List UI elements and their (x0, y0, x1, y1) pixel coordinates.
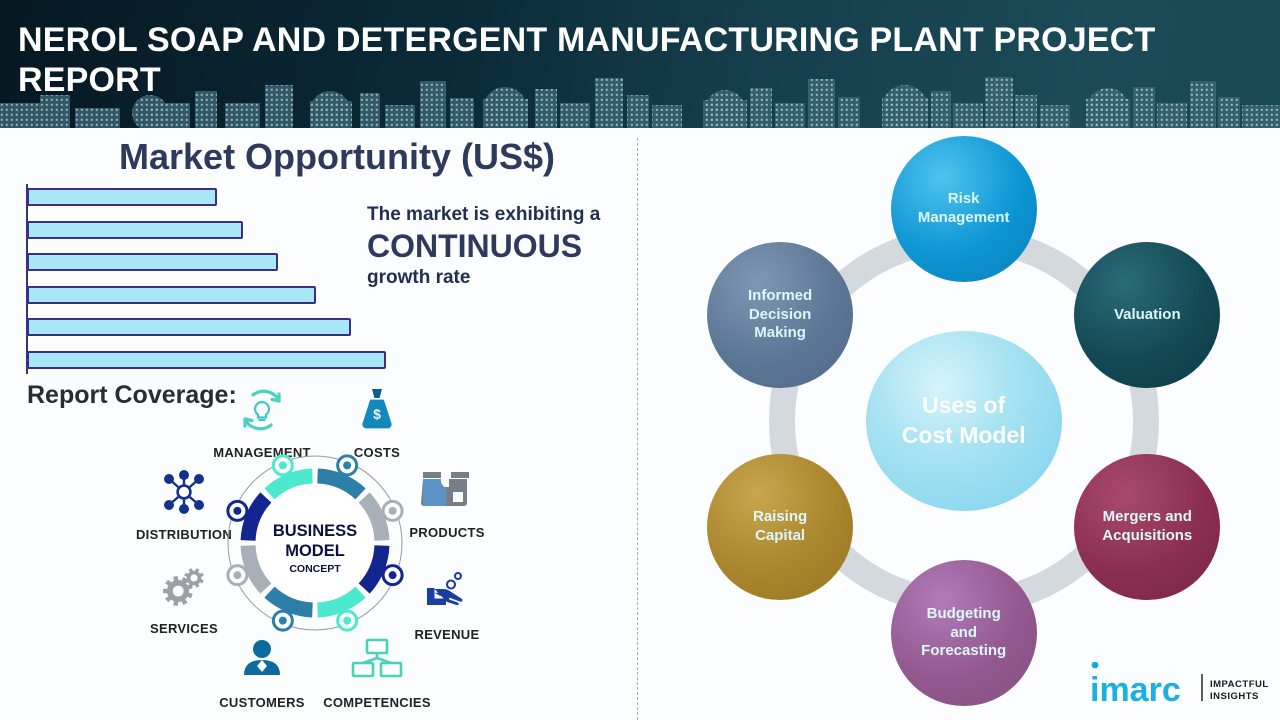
svg-text:MODEL: MODEL (285, 542, 345, 560)
svg-text:INSIGHTS: INSIGHTS (1210, 691, 1259, 702)
svg-text:IMPACTFUL: IMPACTFUL (1210, 679, 1269, 690)
svg-text:BUSINESS: BUSINESS (273, 522, 357, 540)
svg-text:$: $ (373, 406, 381, 422)
svg-text:imarc: imarc (1090, 671, 1181, 708)
svg-text:CONCEPT: CONCEPT (289, 563, 341, 575)
